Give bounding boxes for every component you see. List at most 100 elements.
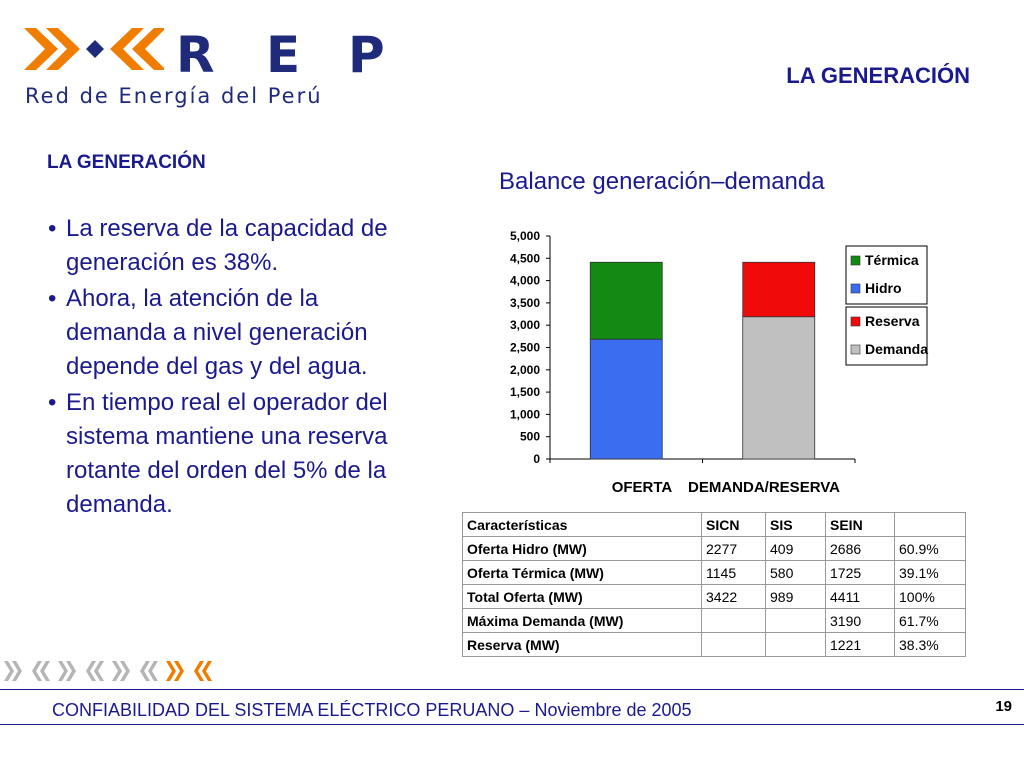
chevron-icon	[194, 661, 204, 681]
legend-box	[845, 245, 928, 305]
chevron-icon	[94, 661, 104, 681]
table-cell: 2686	[825, 536, 895, 561]
data-table: Características SICN SIS SEIN Oferta Hid…	[462, 512, 966, 657]
table-cell	[765, 632, 826, 657]
logo-letter-e: E	[266, 26, 301, 84]
table-header-cell: SICN	[701, 512, 766, 537]
table-cell	[765, 608, 826, 633]
y-tick-label: 1,000	[510, 407, 540, 421]
legend-label: Térmica	[865, 252, 919, 268]
y-tick-label: 500	[520, 430, 540, 444]
bullet-text: En tiempo real el operador del sistema m…	[66, 389, 388, 518]
legend-swatch	[850, 255, 861, 266]
legend-swatch	[850, 344, 861, 355]
bullet-dot: •	[48, 215, 57, 242]
bullet-list: • La reserva de la capacidad de generació…	[44, 212, 414, 524]
bullet-text: La reserva de la capacidad de generación…	[66, 215, 388, 276]
bar-demanda	[742, 316, 816, 460]
table-cell: 580	[765, 560, 826, 585]
y-tick-label: 3,500	[510, 296, 540, 310]
legend-swatch	[850, 283, 861, 294]
table-row: Total Oferta (MW) 3422 989 4411 100%	[462, 584, 966, 609]
logo-subtitle: Red de Energía del Perú	[25, 84, 323, 108]
table-cell	[701, 608, 766, 633]
table-row: Reserva (MW) 1221 38.3%	[462, 632, 966, 657]
y-tick-label: 1,500	[510, 385, 540, 399]
logo-letter-r: R	[176, 26, 215, 84]
table-cell: 409	[765, 536, 826, 561]
chevron-icon	[202, 661, 212, 681]
chevron-icon	[32, 661, 42, 681]
table-header-row: Características SICN SIS SEIN	[462, 512, 966, 537]
table-row: Oferta Hidro (MW) 2277 409 2686 60.9%	[462, 536, 966, 561]
chevron-icon	[86, 661, 96, 681]
footer-divider-bottom	[0, 724, 1024, 725]
logo-letter-p: P	[348, 26, 385, 84]
bullet-dot: •	[48, 389, 57, 416]
table-cell	[701, 632, 766, 657]
x-category-label: OFERTA	[612, 479, 673, 496]
y-tick-label: 3,000	[510, 318, 540, 332]
y-tick-label: 4,500	[510, 251, 540, 265]
footer-text: CONFIABILIDAD DEL SISTEMA ELÉCTRICO PERU…	[52, 700, 692, 720]
legend-label: Hidro	[865, 280, 902, 296]
y-tick-label: 2,500	[510, 341, 540, 355]
section-title: LA GENERACIÓN	[47, 152, 206, 173]
table-cell: 61.7%	[894, 608, 966, 633]
chevron-icon	[66, 661, 76, 681]
bullet-text: Ahora, la atención de la demanda a nivel…	[66, 285, 368, 380]
table-cell: 60.9%	[894, 536, 966, 561]
y-tick-label: 2,000	[510, 363, 540, 377]
table-row-label: Reserva (MW)	[462, 632, 702, 657]
table-cell: 100%	[894, 584, 966, 609]
chevron-icon	[120, 661, 130, 681]
table-row-label: Total Oferta (MW)	[462, 584, 702, 609]
table-row: Máxima Demanda (MW) 3190 61.7%	[462, 608, 966, 633]
rep-logo-mark	[24, 28, 164, 70]
legend-label: Reserva	[865, 313, 920, 329]
chevron-icon	[112, 661, 122, 681]
table-cell: 2277	[701, 536, 766, 561]
header-title: LA GENERACIÓN	[786, 63, 970, 88]
table-header-cell: Características	[462, 512, 702, 537]
legend-label: Demanda	[865, 341, 928, 357]
table-cell: 1725	[825, 560, 895, 585]
bullet-item: • La reserva de la capacidad de generació…	[44, 212, 414, 280]
bar-reserva	[742, 261, 816, 318]
legend-swatch	[850, 316, 861, 327]
table-cell: 3422	[701, 584, 766, 609]
chevron-icon	[4, 661, 14, 681]
chevron-icon	[58, 661, 68, 681]
chevron-icon	[12, 661, 22, 681]
x-category-label: DEMANDA/RESERVA	[688, 479, 840, 496]
chevron-icon	[166, 661, 176, 681]
bar-t-rmica	[589, 261, 663, 340]
table-header-cell: SEIN	[825, 512, 895, 537]
chevron-icon	[174, 661, 184, 681]
y-tick-label: 0	[533, 452, 540, 466]
chevron-icon	[148, 661, 158, 681]
stacked-bar-chart: 0 500 1,000 1,500 2,000 2,500 3,000 3,500 4,000 4…	[510, 229, 928, 496]
table-cell: 1221	[825, 632, 895, 657]
chevron-icon	[140, 661, 150, 681]
page-number: 19	[995, 698, 1012, 715]
bullet-dot: •	[48, 285, 57, 312]
table-cell: 1145	[701, 560, 766, 585]
table-cell: 39.1%	[894, 560, 966, 585]
bullet-item: • En tiempo real el operador del sistema …	[44, 386, 414, 522]
footer-arrow-decoration	[4, 661, 212, 681]
table-cell: 38.3%	[894, 632, 966, 657]
table-cell: 989	[765, 584, 826, 609]
table-header-cell: SIS	[765, 512, 826, 537]
y-tick-label: 5,000	[510, 229, 540, 243]
y-tick-label: 4,000	[510, 274, 540, 288]
table-cell: 3190	[825, 608, 895, 633]
table-header-cell	[894, 512, 966, 537]
table-cell: 4411	[825, 584, 895, 609]
chevron-icon	[40, 661, 50, 681]
legend-box	[845, 306, 928, 366]
footer-divider-top	[0, 689, 1024, 690]
table-row-label: Oferta Hidro (MW)	[462, 536, 702, 561]
table-row: Oferta Térmica (MW) 1145 580 1725 39.1%	[462, 560, 966, 585]
chart-title: Balance generación–demanda	[499, 168, 825, 195]
